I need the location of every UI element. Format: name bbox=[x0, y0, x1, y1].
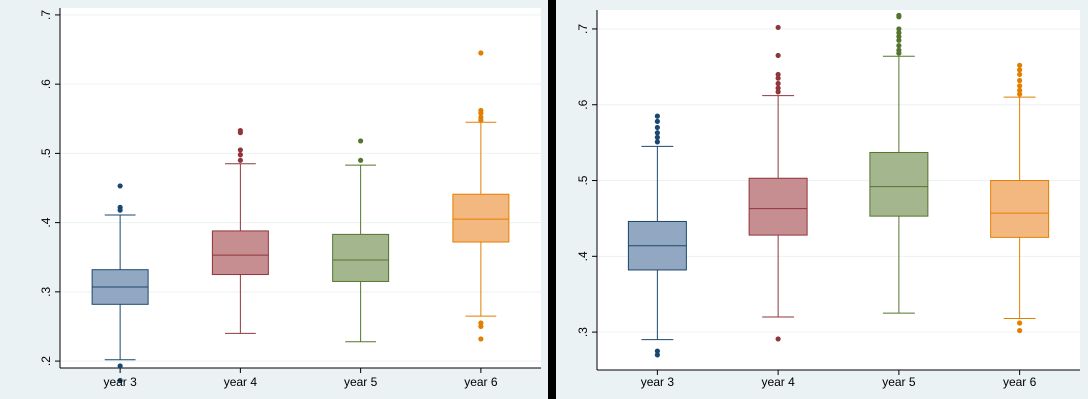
outlier-point bbox=[117, 183, 123, 189]
outlier-point bbox=[654, 130, 660, 136]
y-tick-label: .4 bbox=[39, 217, 53, 227]
outlier-point bbox=[1017, 320, 1023, 326]
box-iqr bbox=[452, 193, 510, 243]
outlier-point bbox=[478, 50, 484, 56]
y-tick-label: .3 bbox=[39, 287, 53, 297]
right-chart-panel: .3 .4 .5 .6 .7 year 3 year 4 year 5 year 6 bbox=[556, 0, 1088, 399]
outlier-point bbox=[1017, 71, 1023, 78]
outlier-point bbox=[1017, 87, 1023, 93]
box-year-5 bbox=[332, 138, 390, 343]
outlier-point bbox=[117, 377, 123, 384]
outlier-point bbox=[117, 207, 123, 213]
plot-area bbox=[60, 8, 541, 368]
outlier-point bbox=[654, 118, 660, 125]
box-iqr bbox=[990, 180, 1050, 238]
box-year-6 bbox=[990, 62, 1050, 334]
right-boxplot-chart: .3 .4 .5 .6 .7 year 3 year 4 year 5 year 6 bbox=[576, 10, 1080, 389]
box-year-5 bbox=[869, 12, 929, 314]
box-iqr bbox=[748, 177, 808, 236]
outlier-point bbox=[237, 130, 243, 136]
box-year-4 bbox=[211, 127, 269, 334]
outlier-point bbox=[1017, 327, 1023, 334]
outlier-point bbox=[775, 85, 781, 91]
outlier-point bbox=[775, 24, 781, 31]
x-tick-label: year 5 bbox=[344, 375, 378, 389]
outlier-point bbox=[775, 89, 781, 95]
outlier-point bbox=[1017, 77, 1023, 84]
y-tick-label: .7 bbox=[576, 24, 590, 34]
outlier-point bbox=[1017, 62, 1023, 68]
outlier-point bbox=[896, 37, 902, 43]
x-tick-label: year 3 bbox=[103, 375, 137, 389]
y-tick-label: .2 bbox=[39, 356, 53, 366]
outlier-point bbox=[896, 30, 902, 36]
outlier-point bbox=[654, 113, 660, 119]
y-tick-label: .3 bbox=[576, 327, 590, 337]
y-tick-label: .6 bbox=[576, 99, 590, 109]
outlier-point bbox=[775, 75, 781, 81]
outlier-point bbox=[1017, 67, 1023, 73]
outlier-point bbox=[237, 152, 243, 158]
outlier-point bbox=[896, 33, 902, 40]
y-tick-label: .4 bbox=[576, 251, 590, 261]
outlier-point bbox=[775, 336, 781, 342]
outlier-point bbox=[775, 71, 781, 78]
y-tick-label: .7 bbox=[39, 10, 53, 20]
box-year-4 bbox=[748, 24, 808, 342]
outlier-point bbox=[478, 323, 484, 330]
box-iqr bbox=[869, 151, 929, 217]
outlier-point bbox=[654, 348, 660, 354]
y-tick-label: .5 bbox=[39, 148, 53, 158]
x-tick-label: year 6 bbox=[1003, 375, 1037, 389]
panel-divider bbox=[548, 0, 556, 399]
box-year-3 bbox=[91, 183, 149, 384]
outlier-point bbox=[237, 157, 243, 163]
outlier-point bbox=[654, 139, 660, 145]
outlier-point bbox=[896, 50, 902, 56]
box-iqr bbox=[332, 233, 390, 282]
left-boxplot-chart: .2 .3 .4 .5 .6 .7 year 3 year 4 year 5 year 6 bbox=[39, 8, 541, 389]
outlier-point bbox=[1017, 91, 1023, 97]
x-tick-label: year 6 bbox=[464, 375, 498, 389]
outlier-point bbox=[775, 80, 781, 87]
box-year-6 bbox=[452, 50, 510, 342]
x-tick-label: year 4 bbox=[761, 375, 795, 389]
outlier-point bbox=[478, 336, 484, 342]
outlier-point bbox=[896, 26, 902, 32]
outlier-point bbox=[358, 157, 364, 163]
outlier-point bbox=[775, 52, 781, 59]
left-chart-panel: .2 .3 .4 .5 .6 .7 year 3 year 4 year 5 year 6 bbox=[0, 0, 548, 399]
outlier-point bbox=[654, 124, 660, 131]
outlier-point bbox=[896, 14, 902, 20]
outlier-point bbox=[117, 363, 123, 369]
outlier-point bbox=[1017, 83, 1023, 89]
outlier-point bbox=[358, 138, 364, 144]
outlier-point bbox=[896, 43, 902, 49]
x-tick-label: year 5 bbox=[882, 375, 916, 389]
box-iqr bbox=[211, 230, 269, 276]
outlier-point bbox=[654, 134, 660, 140]
x-tick-label: year 3 bbox=[641, 375, 675, 389]
outlier-point bbox=[654, 352, 660, 358]
box-year-3 bbox=[627, 113, 687, 358]
outlier-point bbox=[237, 147, 243, 153]
x-tick-label: year 4 bbox=[224, 375, 258, 389]
outlier-point bbox=[478, 117, 484, 123]
outlier-point bbox=[478, 110, 484, 116]
y-tick-label: .5 bbox=[576, 175, 590, 185]
y-tick-label: .6 bbox=[39, 79, 53, 89]
